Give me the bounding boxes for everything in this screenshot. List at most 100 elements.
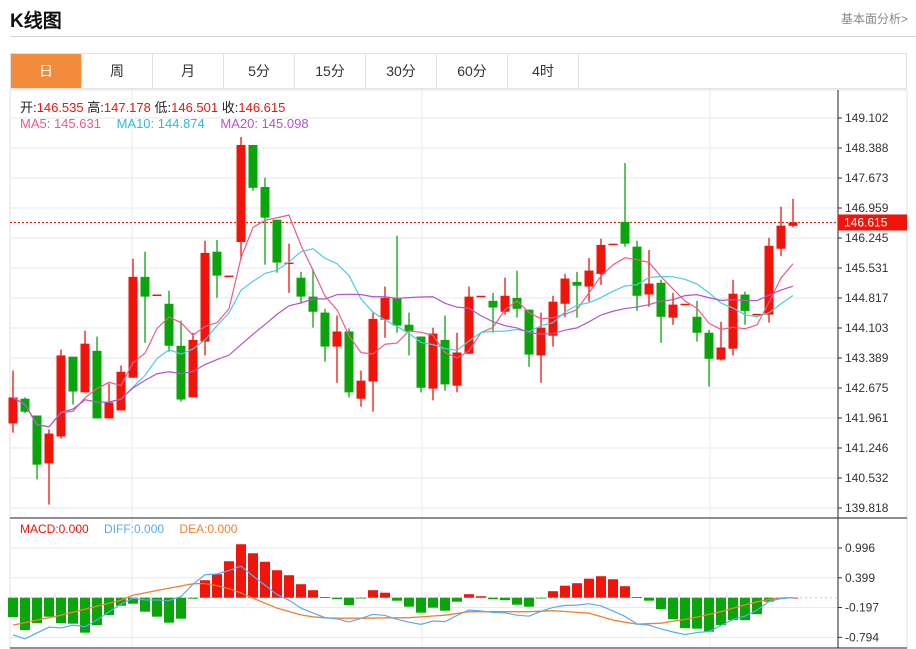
diff-line: [12, 565, 794, 640]
macd-bar: [620, 586, 630, 598]
macd-bar: [476, 596, 486, 598]
macd-bar: [320, 597, 330, 599]
open-value: 146.535: [36, 100, 84, 115]
price-tick-label: 144.103: [845, 321, 889, 335]
candle-body: [368, 318, 378, 382]
candle-body: [44, 433, 54, 464]
candle-body: [644, 283, 654, 295]
candle-body: [116, 371, 126, 411]
candle-body: [128, 276, 138, 378]
macd-bar: [68, 597, 78, 624]
candle-body: [764, 245, 774, 315]
candle-body: [464, 296, 474, 354]
ma10-value: MA10: 144.874: [116, 116, 205, 131]
open-label: 开:: [20, 100, 37, 115]
tab-month[interactable]: 月: [153, 54, 224, 88]
macd-bar: [752, 597, 762, 615]
tab-15min[interactable]: 15分: [295, 54, 366, 88]
macd-bar: [452, 597, 462, 602]
macd-bar: [284, 575, 294, 598]
tab-4hour[interactable]: 4时: [508, 54, 579, 88]
macd-bar: [404, 597, 414, 607]
macd-info: MACD:0.000 DIFF:0.000 DEA:0.000: [20, 522, 237, 536]
macd-bar: [272, 570, 282, 598]
candle-body: [788, 222, 798, 226]
macd-bar: [80, 597, 90, 633]
candle-body: [260, 186, 270, 218]
macd-bar: [104, 597, 114, 616]
price-tick-label: 149.102: [845, 111, 889, 125]
candle-body: [296, 277, 306, 297]
ohlc-info: 开:146.535 高:147.178 低:146.501 收:146.615: [20, 97, 285, 116]
price-tick-label: 147.673: [845, 171, 889, 185]
macd-bar: [20, 597, 30, 631]
price-tick-label: 148.388: [845, 141, 889, 155]
macd-bar: [488, 597, 498, 600]
candle-body: [320, 312, 330, 347]
candle-body: [716, 347, 726, 360]
close-label: 收:: [221, 100, 239, 115]
candle-body: [224, 275, 234, 278]
macd-bar: [548, 591, 558, 598]
candle-body: [8, 397, 18, 424]
candle-body: [92, 350, 102, 419]
candle-body: [656, 282, 666, 317]
macd-bar: [692, 597, 702, 629]
candle-body: [740, 294, 750, 311]
tab-week[interactable]: 周: [82, 54, 153, 88]
candle-body: [212, 251, 222, 276]
candle-body: [704, 332, 714, 359]
candle-body: [272, 219, 282, 263]
macd-bar: [176, 597, 186, 619]
macd-bar: [296, 584, 306, 598]
tab-30min[interactable]: 30分: [366, 54, 437, 88]
macd-bar: [200, 580, 210, 598]
macd-bar: [308, 590, 318, 598]
macd-bar: [92, 597, 102, 626]
diff-value: DIFF:0.000: [104, 522, 165, 536]
macd-bar: [56, 597, 66, 624]
macd-bar: [644, 597, 654, 601]
candle-body: [164, 303, 174, 346]
candle-body: [680, 303, 690, 306]
candle-body: [632, 246, 642, 296]
candle-body: [560, 278, 570, 304]
candle-body: [308, 296, 318, 312]
macd-bar: [512, 597, 522, 605]
candle-body: [80, 343, 90, 393]
candle-body: [32, 415, 42, 465]
candle-body: [152, 294, 162, 297]
tab-5min[interactable]: 5分: [224, 54, 295, 88]
ma10-line: [12, 248, 794, 428]
macd-tick-label: -0.794: [845, 630, 879, 644]
period-tabs: 日 周 月 5分 15分 30分 60分 4时: [10, 53, 907, 89]
macd-bar: [464, 594, 474, 598]
tab-60min[interactable]: 60分: [437, 54, 508, 88]
macd-bar: [668, 597, 678, 620]
macd-bar: [524, 597, 534, 607]
candle-body: [692, 316, 702, 333]
candle-body: [752, 313, 762, 316]
fundamentals-link[interactable]: 基本面分析>: [840, 12, 908, 26]
candle-body: [512, 297, 522, 309]
candle-body: [572, 281, 582, 286]
candle-body: [488, 300, 498, 308]
candle-body: [380, 297, 390, 320]
macd-bar: [584, 578, 594, 598]
candle-body: [596, 244, 606, 274]
macd-bar: [560, 585, 570, 598]
tab-day[interactable]: 日: [11, 54, 82, 88]
macd-bar: [164, 597, 174, 623]
candle-body: [452, 352, 462, 386]
candle-body: [404, 324, 414, 332]
candle-body: [344, 331, 354, 393]
macd-bar: [44, 597, 54, 617]
macd-bar: [608, 579, 618, 598]
price-tick-label: 144.817: [845, 291, 889, 305]
price-tick-label: 141.246: [845, 441, 889, 455]
high-label: 高:: [87, 100, 104, 115]
macd-bar: [152, 597, 162, 617]
macd-bar: [536, 597, 546, 599]
candle-body: [548, 301, 558, 336]
